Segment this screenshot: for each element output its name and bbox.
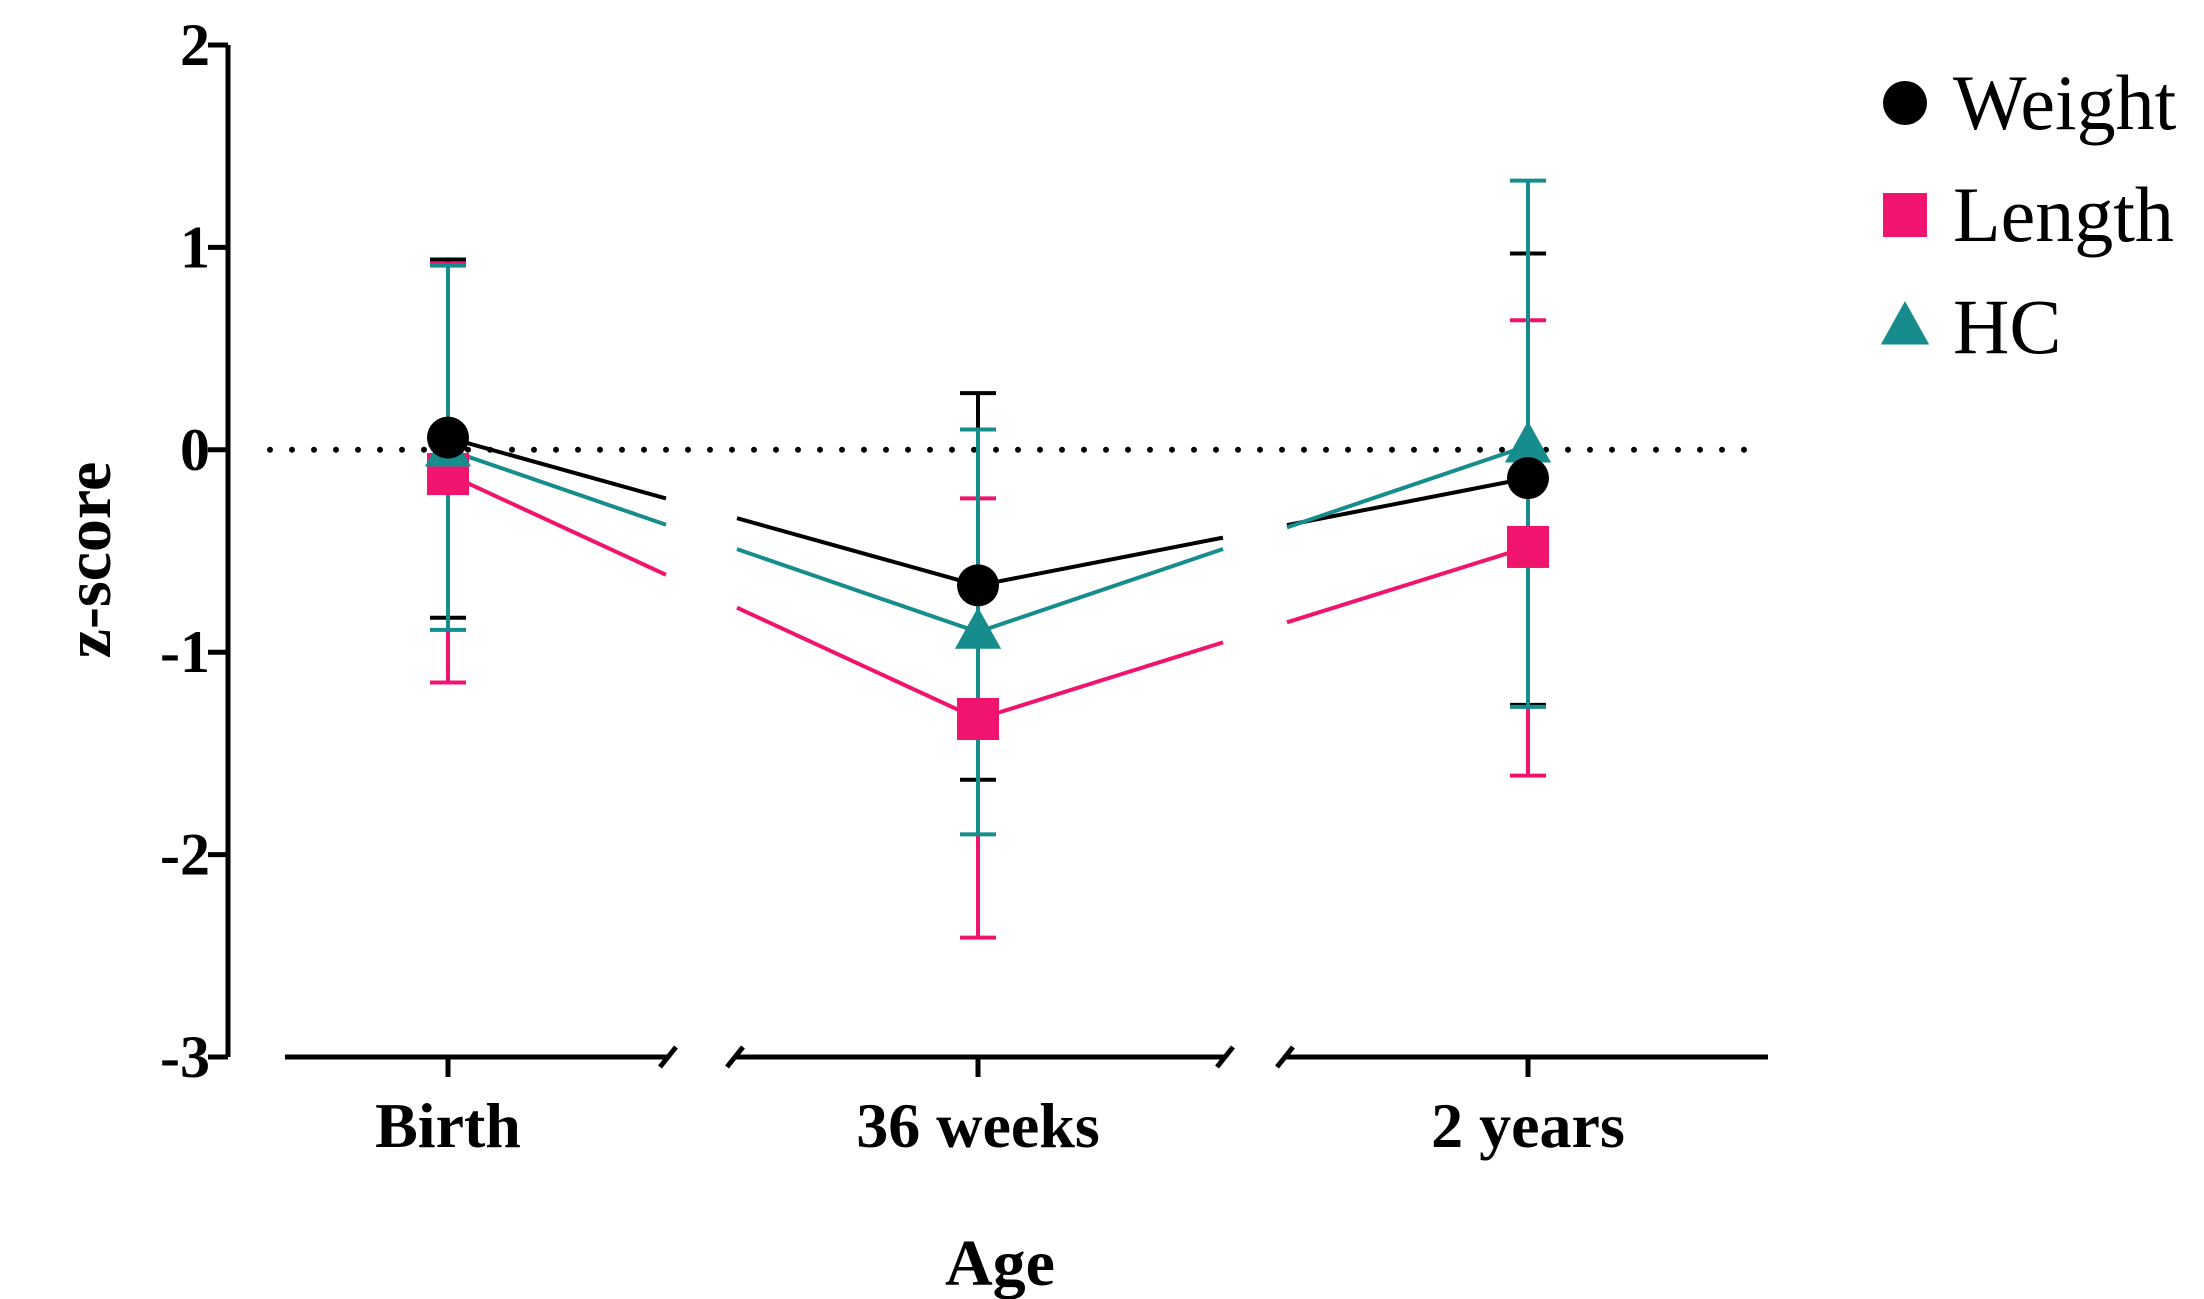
series-line-hc	[736, 547, 979, 634]
series-line-hc	[1286, 443, 1529, 530]
x-tick-label: 2 years	[1431, 1090, 1625, 1161]
series-line-weight	[977, 535, 1224, 588]
x-axis-title: Age	[945, 1227, 1055, 1299]
legend: Weight Length HC	[1880, 59, 2177, 370]
x-tick-label: 36 weeks	[856, 1090, 1100, 1161]
data-point-length	[1507, 525, 1549, 568]
x-tick-label: Birth	[375, 1090, 521, 1161]
y-axis: 2 1 0 -1 -2 -3	[160, 12, 231, 1090]
series-line-length	[736, 605, 979, 721]
series-line-weight	[447, 435, 667, 501]
axis-break-mark	[1275, 1045, 1295, 1069]
series-line-length	[977, 640, 1224, 721]
axis-break-mark	[1215, 1045, 1235, 1069]
y-tick-label: -1	[160, 619, 210, 685]
series-line-length	[447, 472, 667, 577]
series-line-weight	[736, 516, 979, 588]
legend-marker-length	[1883, 193, 1927, 237]
data-point-weight	[427, 416, 469, 459]
series-line-hc	[977, 547, 1224, 634]
y-tick-label: 2	[180, 12, 210, 78]
data-point-weight	[1507, 457, 1549, 500]
y-tick-label: -2	[160, 822, 210, 888]
y-tick-label: 1	[180, 214, 210, 280]
y-tick-label: 0	[180, 417, 210, 483]
legend-label-length: Length	[1953, 171, 2174, 258]
legend-label-weight: Weight	[1953, 59, 2177, 146]
data-markers	[424, 416, 1552, 740]
x-axis: Birth 36 weeks 2 years	[285, 1045, 1768, 1161]
data-point-hc	[954, 607, 1002, 649]
axis-break-mark	[725, 1045, 745, 1069]
y-axis-title: z-score	[52, 462, 125, 659]
y-tick-label: -3	[160, 1024, 210, 1090]
series-line-hc	[447, 447, 667, 527]
data-point-hc	[1504, 421, 1552, 463]
legend-label-hc: HC	[1953, 283, 2061, 370]
data-point-length	[957, 697, 999, 740]
series-line-weight	[1286, 476, 1529, 528]
legend-marker-hc	[1880, 301, 1930, 345]
series-lines	[447, 435, 1529, 721]
error-bars	[430, 178, 1546, 940]
axis-break-mark	[658, 1045, 678, 1069]
legend-marker-weight	[1883, 81, 1927, 125]
series-line-length	[1286, 545, 1529, 625]
data-point-weight	[957, 564, 999, 607]
